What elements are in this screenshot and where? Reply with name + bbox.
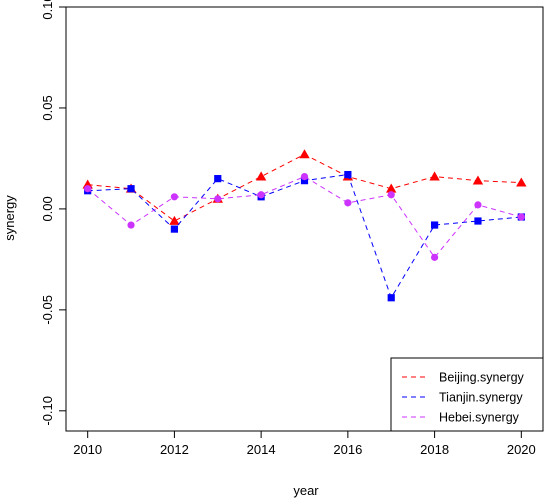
series-3-point: [84, 185, 92, 193]
series-3-point: [214, 195, 222, 203]
series-3-point: [517, 213, 525, 221]
plot-frame: [65, 6, 544, 432]
series-2-point: [474, 217, 482, 225]
series-3-point: [127, 221, 135, 229]
series-3-point: [430, 253, 439, 261]
series-3-point: [344, 199, 352, 207]
series-1-point: [299, 149, 310, 159]
series-line-2: [87, 174, 522, 299]
plot-area: 2010 2012 2014 2016 2018 2020 -0.10 -0.05 0.00 0.…: [40, 0, 544, 457]
y-tick-label: -0.10: [40, 396, 55, 426]
legend-label-1: Beijing.synergy: [439, 371, 525, 385]
series-3-point: [170, 193, 179, 201]
series-1-point: [429, 171, 440, 181]
series-2-point: [214, 175, 222, 183]
x-tick-label: 2010: [73, 442, 102, 457]
x-tick-label: 2016: [333, 442, 362, 457]
y-tick-label: 0.00: [40, 196, 55, 221]
x-tick-label: 2014: [247, 442, 276, 457]
series-3-point: [387, 191, 395, 199]
series-2-point: [127, 185, 135, 193]
series-1-point: [472, 175, 484, 185]
y-tick-label: -0.05: [40, 295, 55, 325]
legend-label-3: Hebei.synergy: [439, 411, 520, 425]
series-line-3: [87, 176, 522, 259]
series-2-point: [430, 221, 439, 229]
y-axis-title: synergy: [2, 195, 17, 241]
y-tick-label: 0.10: [40, 0, 55, 20]
x-axis-title: year: [293, 483, 319, 498]
x-tick-label: 2018: [420, 442, 449, 457]
series-1-point: [169, 215, 180, 225]
series-3-point: [300, 173, 309, 181]
series-2-point: [170, 225, 179, 233]
legend-box: [390, 357, 544, 432]
series-1-point: [255, 171, 267, 181]
series-1-point: [386, 183, 397, 193]
series-3-point: [257, 191, 265, 199]
series-2-point: [344, 170, 352, 179]
series-1-point: [516, 177, 527, 187]
y-tick-label: 0.05: [40, 95, 55, 120]
x-tick-label: 2012: [160, 442, 189, 457]
x-tick-label: 2020: [507, 442, 536, 457]
series-3-point: [474, 201, 482, 209]
series-2-point: [387, 294, 395, 302]
legend-label-2: Tianjin.synergy: [439, 391, 523, 405]
series-2-point: [300, 177, 309, 185]
